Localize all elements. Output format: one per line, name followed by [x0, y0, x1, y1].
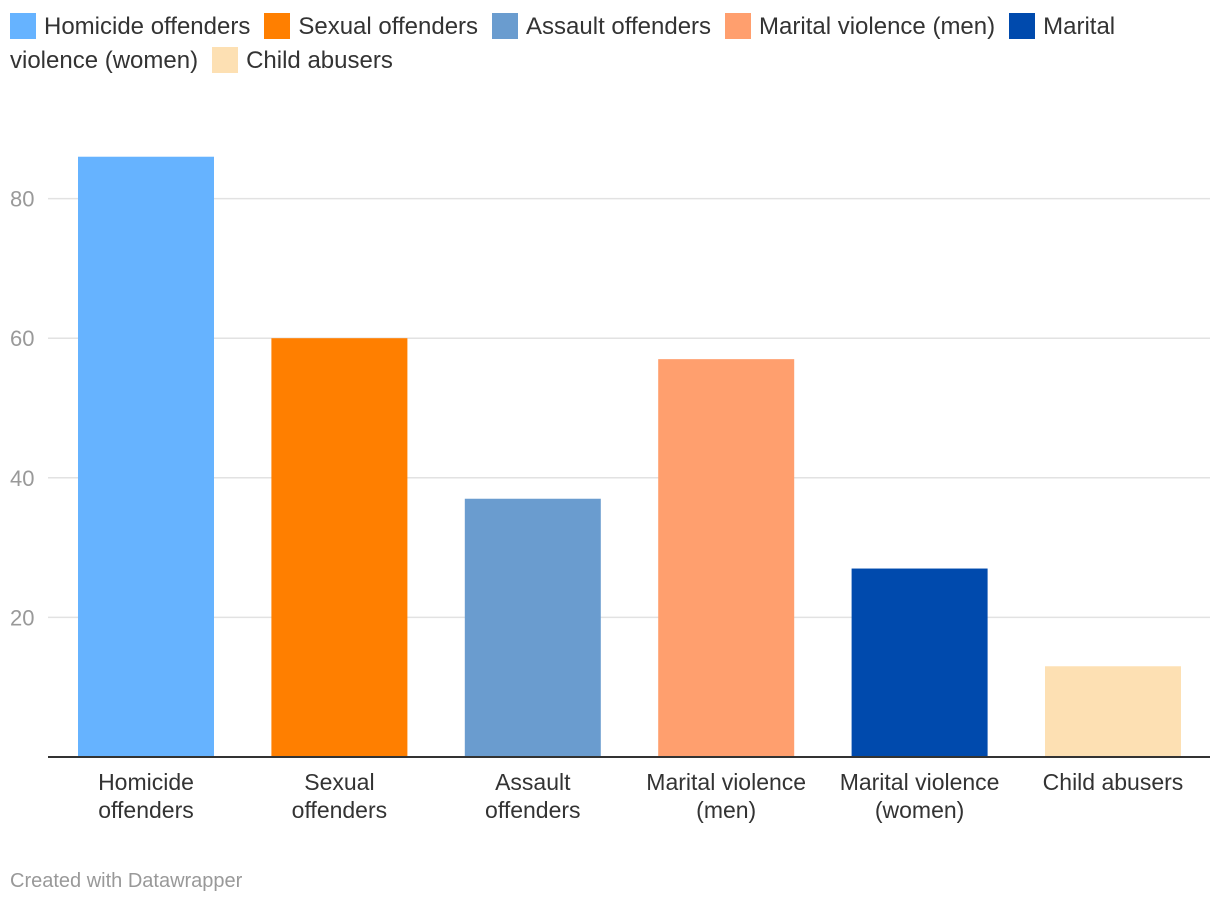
- x-category-label: Assault offenders: [485, 769, 580, 823]
- legend-label: Sexual offenders: [298, 13, 479, 40]
- legend: Homicide offenders Sexual offenders Assaul…: [10, 10, 1200, 78]
- y-axis-ticks: 20 40 60 80: [10, 187, 34, 631]
- legend-swatch: [10, 13, 36, 39]
- gridlines: [48, 197, 1210, 619]
- legend-item: Homicide offenders: [10, 13, 250, 40]
- legend-swatch: [492, 13, 519, 39]
- x-category-label-line: offenders: [485, 797, 580, 823]
- x-category-label-line: Marital violence: [840, 769, 1000, 795]
- x-category-label: Homicide offenders: [98, 769, 194, 823]
- bars: [78, 156, 1181, 758]
- legend-item: Assault offenders: [492, 13, 711, 40]
- x-category-label: Child abusers: [1043, 769, 1184, 795]
- legend-swatch: [264, 13, 291, 39]
- y-tick-label: 40: [10, 466, 34, 491]
- legend-label: Marital violence (women): [10, 13, 1116, 74]
- legend-label: Child abusers: [246, 47, 393, 74]
- x-category-label-line: (men): [696, 797, 756, 823]
- bar: [658, 359, 795, 757]
- legend-item: Child abusers: [212, 47, 393, 74]
- x-category-label-line: (women): [875, 797, 964, 823]
- legend-item: Sexual offenders: [264, 13, 478, 40]
- legend-item: Marital violence (women): [10, 13, 1115, 74]
- x-category-label: Marital violence (men): [646, 769, 806, 823]
- bar: [1045, 666, 1181, 757]
- x-category-label: Marital violence (women): [840, 769, 1000, 823]
- bar: [78, 156, 214, 758]
- x-category-label-line: Marital violence: [646, 769, 806, 795]
- x-category-label-line: Homicide: [98, 769, 194, 795]
- bar: [851, 568, 988, 757]
- legend-swatch: [725, 13, 752, 39]
- credit-text: Created with Datawrapper: [10, 870, 243, 892]
- legend-swatch: [1009, 13, 1036, 39]
- x-category-label-line: Assault: [495, 769, 571, 795]
- x-category-label-line: offenders: [98, 797, 193, 823]
- x-category-label-line: Child abusers: [1043, 769, 1184, 795]
- legend-label: Marital violence (men): [759, 13, 996, 40]
- x-category-label-line: Sexual: [304, 769, 374, 795]
- bar: [271, 338, 408, 757]
- legend-swatch: [212, 47, 239, 73]
- x-category-label-line: offenders: [292, 797, 387, 823]
- y-tick-label: 60: [10, 326, 34, 351]
- legend-item: Marital violence (men): [725, 13, 995, 40]
- y-tick-label: 80: [10, 187, 34, 212]
- bar: [464, 498, 601, 757]
- x-category-label: Sexual offenders: [292, 769, 387, 823]
- y-tick-label: 20: [10, 605, 34, 630]
- legend-label: Homicide offenders: [44, 13, 251, 40]
- legend-label: Assault offenders: [526, 13, 712, 40]
